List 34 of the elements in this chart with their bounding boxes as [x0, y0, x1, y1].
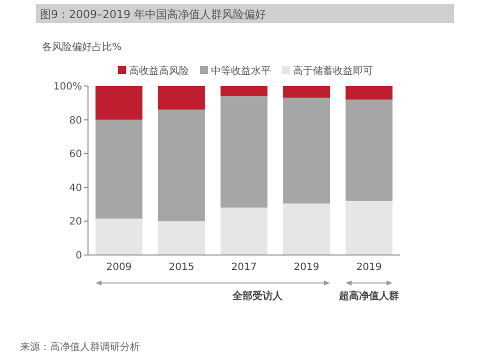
- y-tick-label: 20: [69, 216, 82, 228]
- bar: [220, 96, 268, 208]
- bar: [158, 110, 205, 222]
- legend-label: 高收益高风险: [129, 65, 189, 77]
- x-tick-label: 2019: [356, 262, 382, 273]
- y-tick-label: 100%: [53, 82, 82, 92]
- bar: [158, 86, 205, 110]
- source-note: 来源：高净值人群调研分析: [20, 341, 140, 353]
- bar: [346, 100, 392, 201]
- bar: [96, 120, 142, 219]
- bar: [346, 86, 392, 100]
- y-tick-label: 40: [69, 182, 82, 194]
- y-axis-title: 各风险偏好占比%: [42, 41, 122, 53]
- bar: [283, 86, 330, 98]
- x-tick-label: 2017: [231, 262, 257, 273]
- x-tick-label: 2019: [294, 262, 320, 273]
- bar: [283, 98, 330, 204]
- bar: [283, 203, 330, 255]
- legend-label: 中等收益水平: [211, 65, 271, 77]
- bar: [158, 221, 205, 255]
- x-tick-label: 2009: [106, 262, 132, 273]
- bar: [346, 200, 392, 255]
- y-tick-label: 0: [76, 250, 82, 262]
- bar: [220, 208, 268, 255]
- x-tick-label: 2015: [168, 262, 194, 273]
- bar: [96, 86, 142, 120]
- text: 全部受访人: [232, 290, 284, 302]
- y-tick-label: 80: [69, 115, 82, 126]
- text: 超高净值人群: [338, 290, 400, 302]
- chart-title: 图9：2009–2019 年中国高净值人群风险偏好: [40, 8, 266, 21]
- y-tick-label: 60: [69, 149, 82, 160]
- bar: [96, 218, 142, 255]
- legend-label: 高于储蓄收益即可: [293, 65, 373, 77]
- bar: [220, 86, 268, 96]
